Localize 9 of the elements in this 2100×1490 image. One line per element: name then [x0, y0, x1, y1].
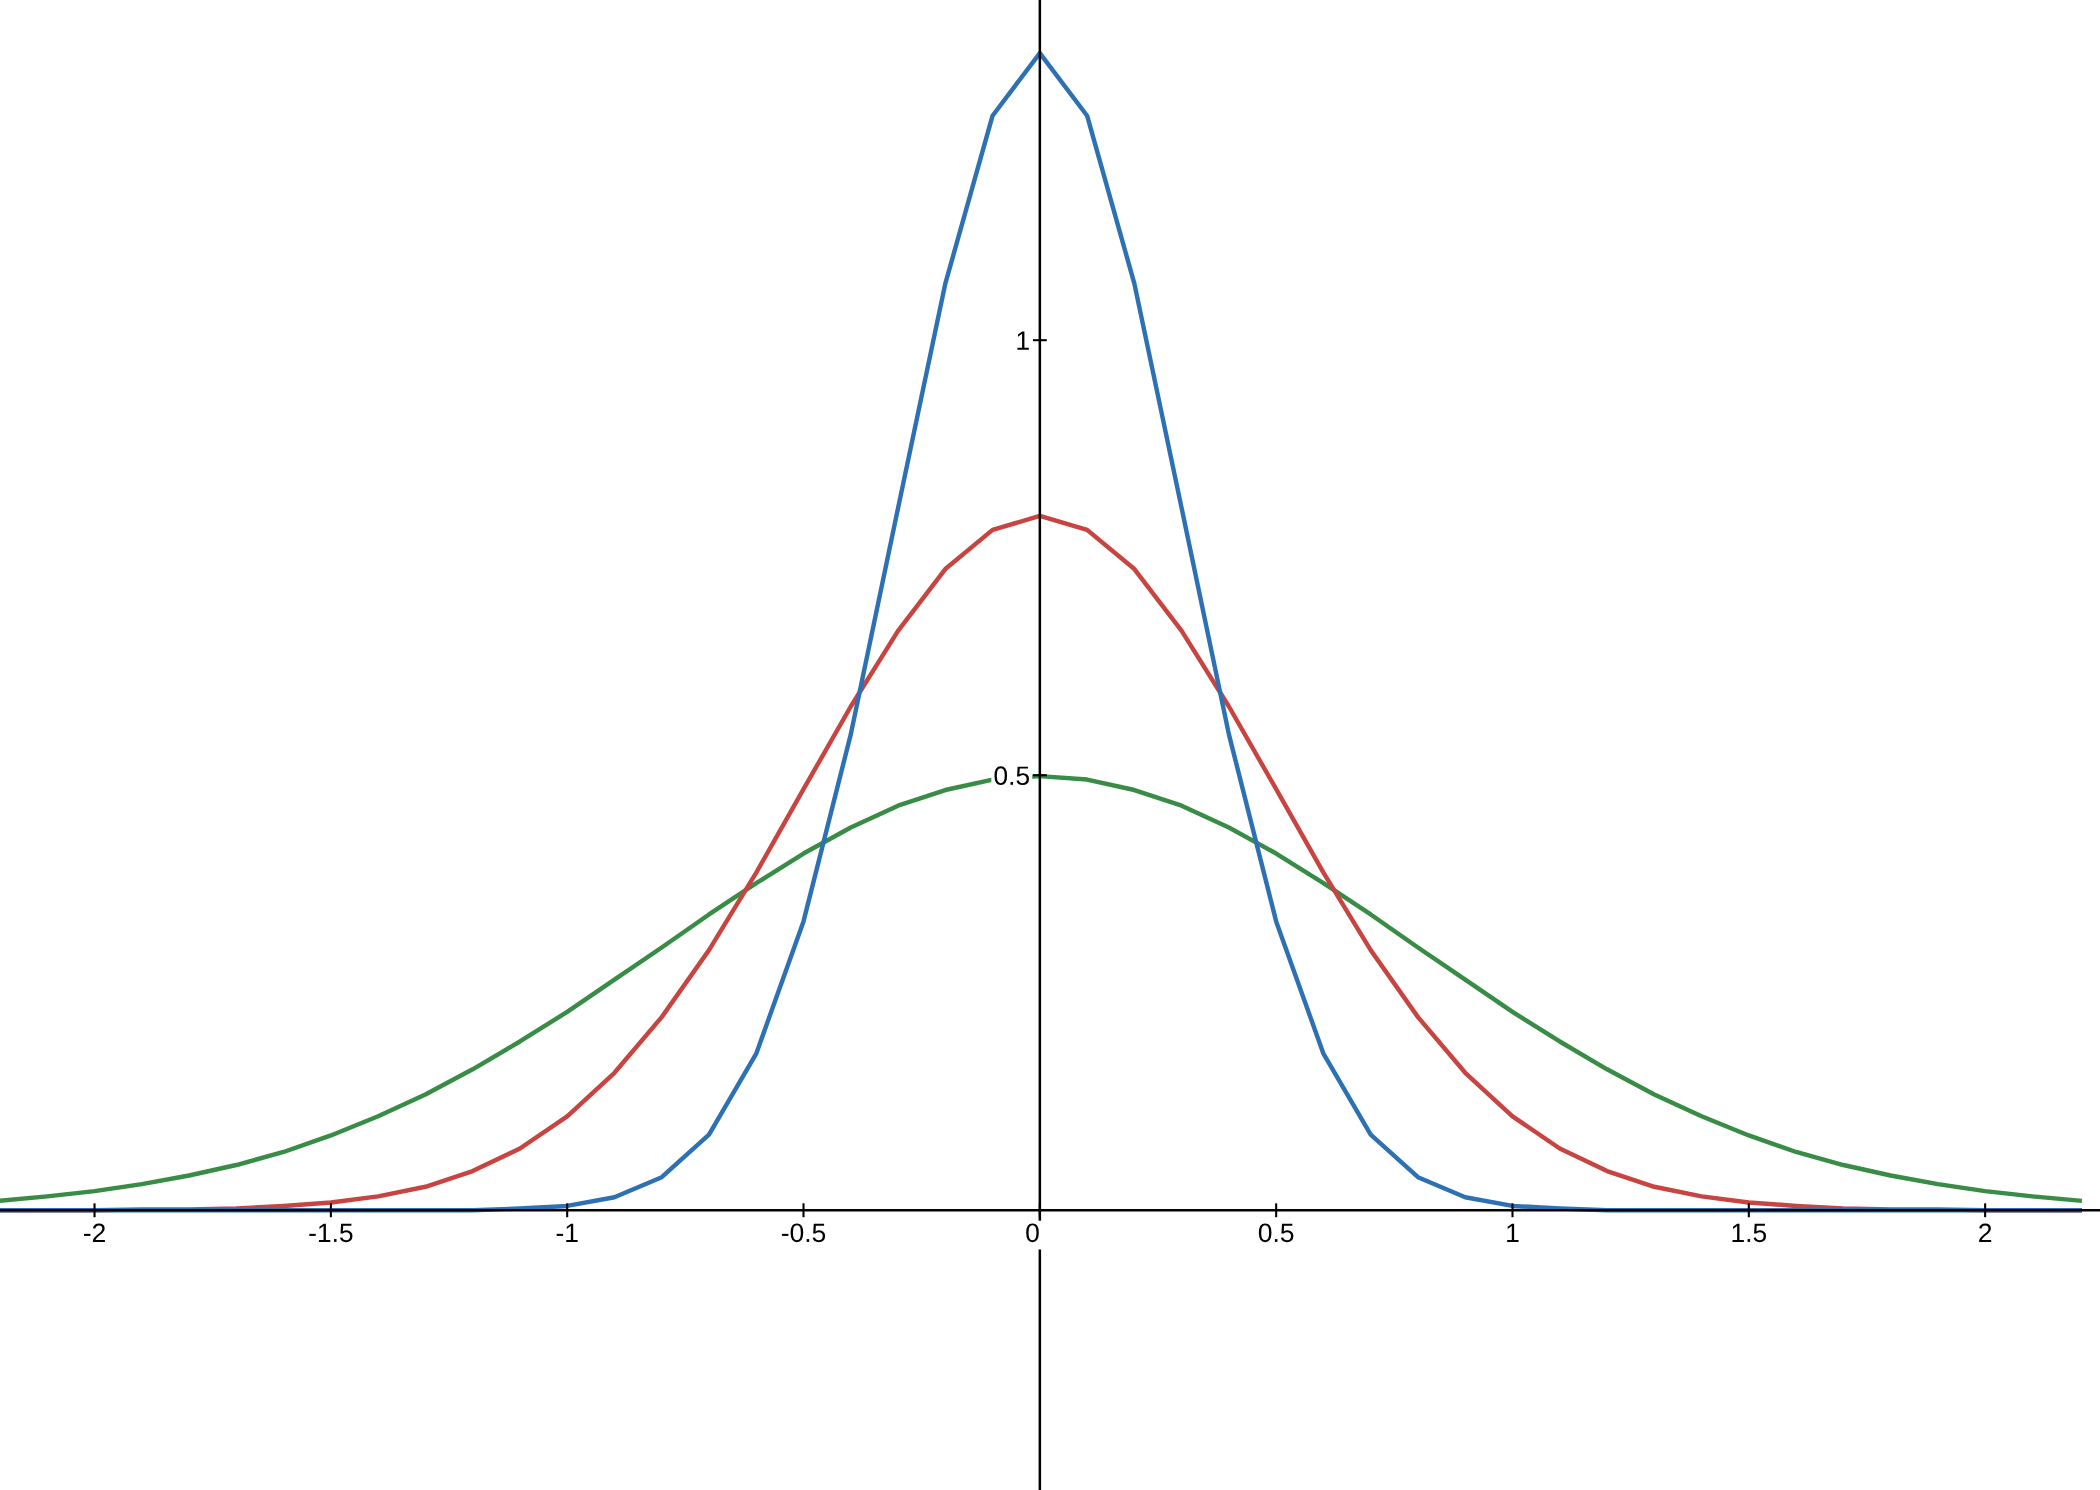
x-tick-label: 1.5	[1732, 1223, 1767, 1243]
x-tick-label: 1	[1507, 1223, 1519, 1242]
x-tick-label: 0	[1026, 1223, 1039, 1243]
x-tick-label: -2	[83, 1223, 105, 1242]
x-tick-label: 2	[1979, 1223, 1992, 1242]
x-tick-label: 0.5	[1258, 1223, 1294, 1243]
x-tick-label: -1	[556, 1223, 578, 1242]
x-tick-label: -0.5	[781, 1223, 826, 1243]
x-tick-label: -1.5	[309, 1223, 353, 1243]
